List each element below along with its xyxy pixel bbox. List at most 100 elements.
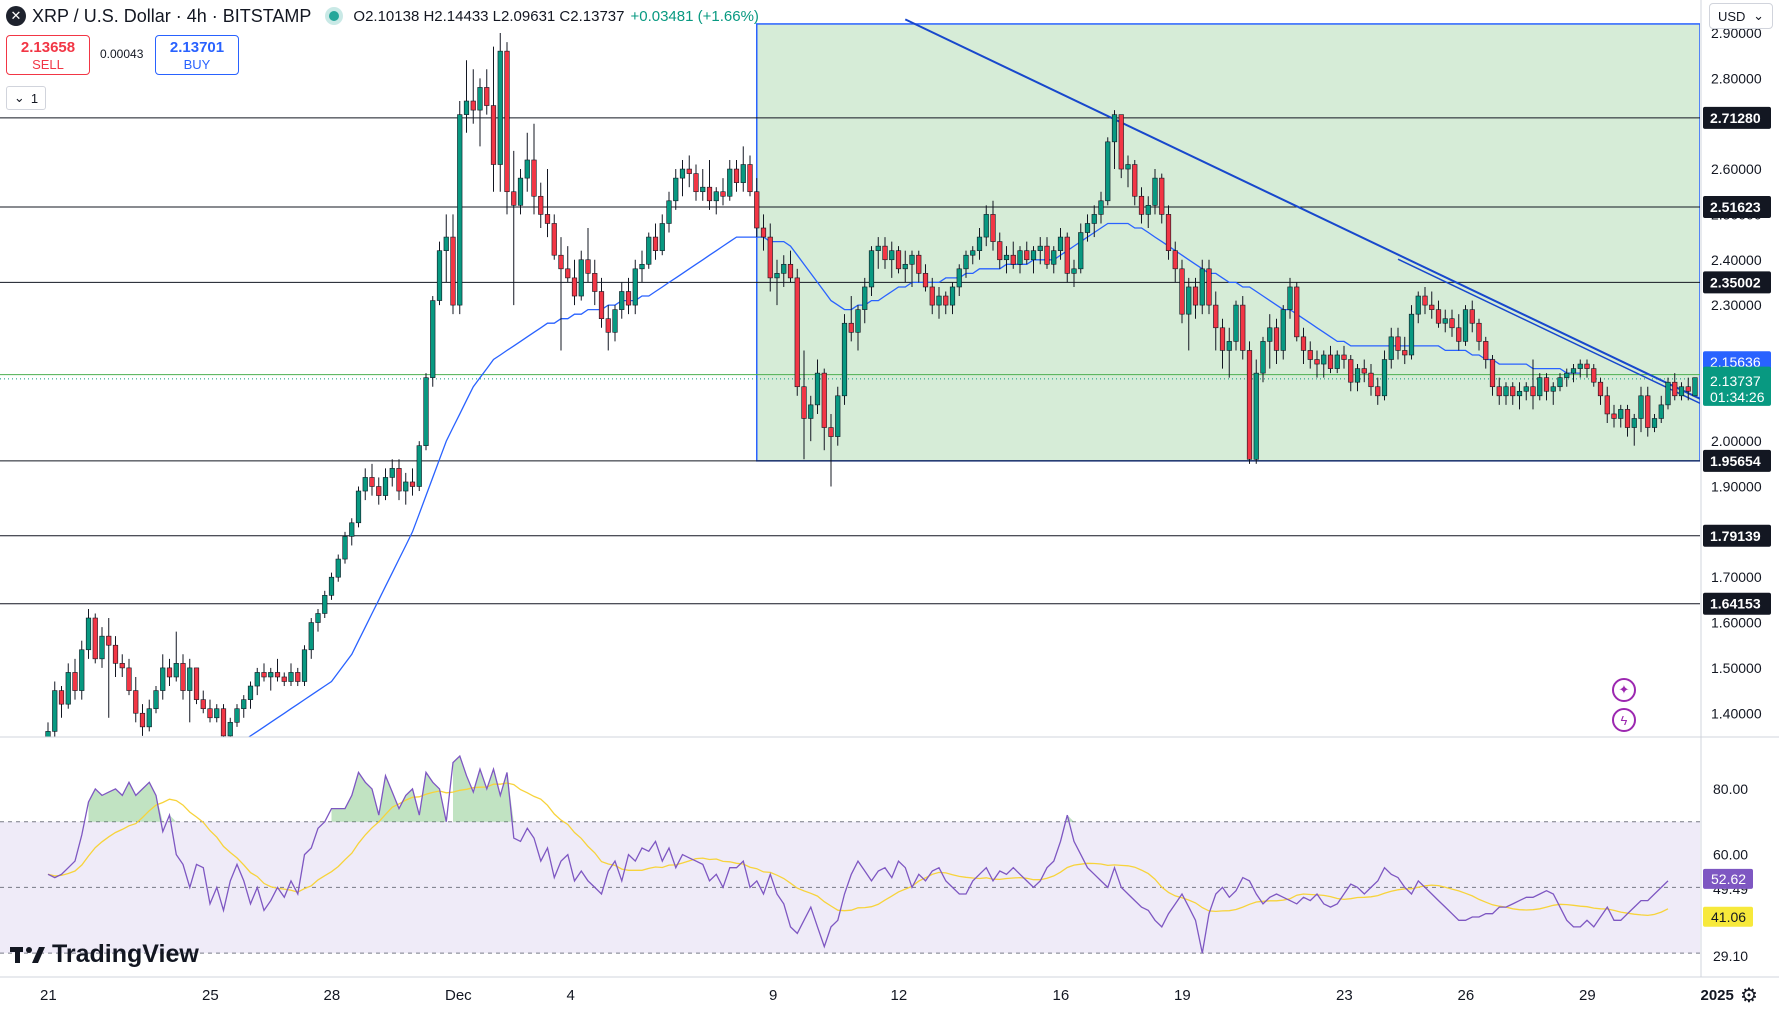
level-badge [1703, 271, 1771, 294]
candle-body [848, 322, 854, 333]
countdown-label: 01:34:26 [1710, 389, 1765, 405]
candle [180, 654, 186, 700]
candle-body [1044, 245, 1050, 265]
candle-body [585, 259, 591, 274]
candle-body [565, 268, 571, 279]
candle-body [1442, 318, 1448, 324]
candle-body [295, 672, 301, 682]
level-badge-label: 2.51623 [1710, 199, 1761, 215]
symbol-title[interactable]: XRP / U.S. Dollar · 4h · BITSTAMP [32, 5, 312, 26]
candle-body [1172, 250, 1178, 270]
candle [1199, 259, 1205, 315]
candle-body [416, 445, 422, 487]
candle-body [1645, 395, 1651, 428]
candle-body [490, 105, 497, 165]
tradingview-logo[interactable]: TradingView [10, 940, 199, 969]
quantity-selector[interactable]: ⌄ 1 [6, 86, 46, 110]
candle [173, 631, 179, 682]
candle-body [430, 300, 436, 378]
candle-body [754, 191, 760, 229]
candle [1091, 205, 1097, 238]
candle-body [1510, 386, 1516, 397]
candle [848, 296, 854, 342]
candle [524, 132, 530, 192]
candle [693, 164, 699, 201]
candle [1672, 373, 1678, 401]
parallel-trendline [1397, 258, 1700, 405]
candle-body [619, 291, 625, 310]
candle-body [1084, 223, 1091, 233]
candle-body [997, 241, 1003, 261]
candle [983, 205, 989, 247]
time-tick-label: 21 [40, 987, 57, 1004]
candle-body [1489, 359, 1496, 388]
candle-body [922, 273, 929, 288]
rsi-pane [0, 736, 1779, 954]
candle [1213, 291, 1219, 351]
candle-body [58, 690, 65, 705]
candle-body [538, 195, 544, 215]
candle-body [511, 191, 517, 206]
candle [1537, 373, 1543, 401]
currency-selector[interactable]: USD ⌄ [1709, 3, 1773, 29]
candle-body [470, 100, 476, 111]
candle-body [814, 372, 821, 406]
candle-body [79, 649, 85, 691]
gear-icon[interactable]: ⚙ [1740, 985, 1758, 1007]
rsi-overbought-fill [88, 756, 1074, 822]
candle [1489, 354, 1496, 396]
candle [787, 250, 794, 283]
candle-body [99, 635, 105, 660]
candle-body [403, 481, 409, 492]
candle-body [943, 295, 949, 306]
candle-body [646, 236, 652, 265]
candle-body [443, 236, 449, 251]
candle [686, 155, 692, 188]
candle [1064, 232, 1070, 283]
candle [1402, 336, 1408, 365]
candle-body [1483, 341, 1489, 360]
candle-body [1267, 327, 1273, 342]
candle-body [146, 708, 152, 728]
price-tick-label: 1.50000 [1711, 660, 1762, 676]
candle-body [909, 254, 915, 265]
candle [247, 681, 254, 709]
sell-button[interactable]: 2.13658 SELL [6, 35, 90, 75]
candle-body [1165, 214, 1172, 251]
candle-body [686, 168, 692, 174]
lightning-alert-icon[interactable]: ϟ [1612, 708, 1636, 732]
candle [760, 214, 767, 251]
buy-button[interactable]: 2.13701 BUY [155, 35, 239, 75]
ai-sparkle-icon[interactable]: ✦ [1612, 678, 1636, 702]
candle-body [679, 168, 686, 179]
candle-body [1402, 350, 1408, 356]
price-pane [0, 18, 1700, 737]
candle-body [1476, 322, 1482, 342]
buy-price: 2.13701 [169, 39, 225, 56]
candle-body [1098, 200, 1104, 215]
candle [1105, 137, 1111, 206]
candle-body [1030, 250, 1037, 261]
candle-body [895, 250, 902, 270]
candle [882, 237, 888, 269]
candle [484, 69, 490, 115]
candle [99, 627, 105, 668]
candle [1408, 305, 1415, 360]
price-tick-label: 1.70000 [1711, 569, 1762, 585]
candle [565, 246, 571, 283]
candle [1078, 223, 1084, 274]
candle-body [659, 223, 665, 251]
candle-body [666, 200, 672, 224]
candle [389, 459, 395, 487]
candle-body [936, 295, 942, 306]
candle [382, 468, 389, 501]
candle-body [139, 712, 146, 728]
candle-body [1125, 164, 1131, 170]
candle [349, 518, 355, 546]
candle-body [835, 395, 841, 437]
candle [1651, 413, 1658, 433]
candle [1179, 259, 1185, 324]
candle [517, 169, 524, 215]
candle [1132, 159, 1138, 206]
